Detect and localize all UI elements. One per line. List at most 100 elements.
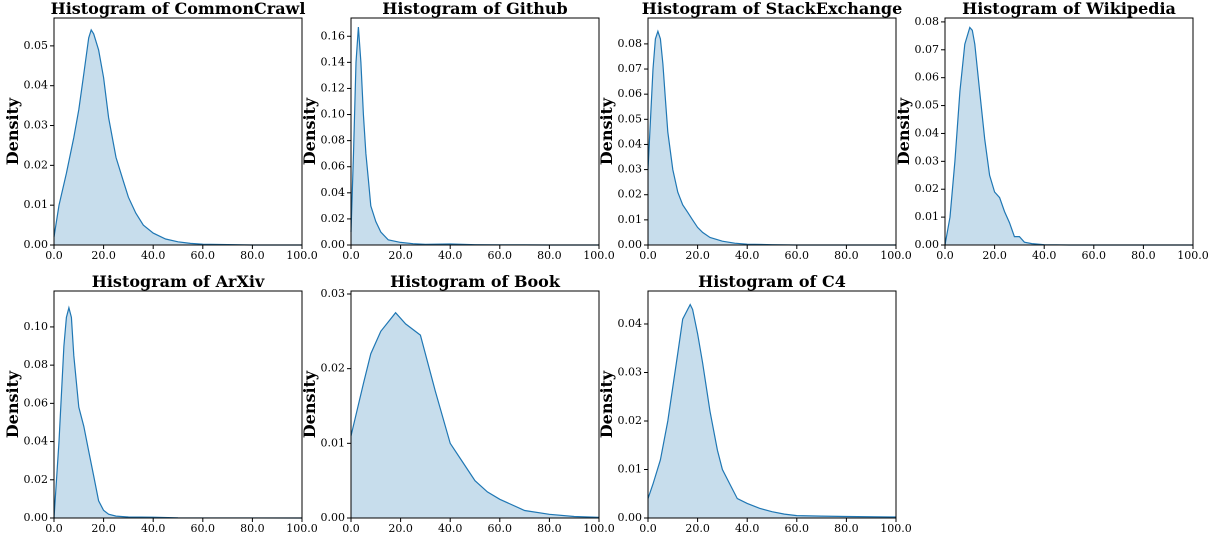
subplot: 0.0 20.0 40.0 60.0 80.0 100.0 0.00 0.01 0.02 0.03… [894,0,1209,262]
x-tick-label: 0.0 [342,249,360,262]
y-tick-label: 0.03 [915,154,940,167]
y-tick-label: 0.01 [321,436,346,449]
y-tick-label: 0.00 [321,238,346,251]
x-tick-label: 40.0 [141,522,166,535]
plot-frame [350,290,600,519]
plot-frame [647,290,897,519]
x-tick-label: 100.0 [880,249,912,262]
x-tick-label: 60.0 [488,522,513,535]
area-fill [351,312,599,518]
y-tick-label: 0.04 [24,435,49,448]
x-tick-label: 100.0 [286,522,318,535]
y-tick-label: 0.01 [618,462,643,475]
y-tick-label: 0.08 [321,134,346,147]
y-axis-label: Density [3,97,22,165]
y-tick-label: 0.04 [321,186,346,199]
y-tick-label: 0.01 [618,213,643,226]
y-axis-label: Density [300,370,319,438]
y-tick-label: 0.00 [24,238,49,251]
x-tick-label: 0.0 [45,249,63,262]
x-tick-label: 80.0 [537,249,562,262]
subplot: 0.0 20.0 40.0 60.0 80.0 100.0 0.00 0.01 0.02 0.03… [3,0,318,262]
plot-frame [53,290,303,519]
y-tick-label: 0.03 [321,287,346,300]
y-axis-label: Density [597,370,616,438]
density-line [350,311,600,518]
plot-frame [350,17,600,246]
y-tick-label: 0.03 [618,163,643,176]
x-tick-label: 0.0 [639,249,657,262]
chart-title: Histogram of StackExchange [642,0,903,18]
x-tick-label: 20.0 [685,249,710,262]
area-fill [945,27,1193,245]
x-tick-label: 0.0 [342,522,360,535]
y-tick-label: 0.16 [321,29,346,42]
y-tick-label: 0.04 [618,137,643,150]
y-axis-label: Density [300,97,319,165]
x-tick-label: 80.0 [1131,249,1156,262]
y-tick-label: 0.06 [618,87,643,100]
density-line [647,303,897,518]
density-line [53,28,302,246]
y-tick-label: 0.02 [321,212,346,225]
density-line [53,305,303,519]
y-tick-label: 0.01 [24,198,49,211]
x-tick-label: 20.0 [91,522,116,535]
x-tick-label: 40.0 [438,522,463,535]
x-tick-label: 100.0 [880,522,912,535]
y-tick-label: 0.06 [24,396,49,409]
subplot: 0.0 20.0 40.0 60.0 80.0 100.0 0.00 0.02 0.04 0.06… [300,0,615,262]
density-line [350,27,599,246]
x-tick-label: 20.0 [685,522,710,535]
y-tick-label: 0.02 [618,414,643,427]
y-tick-label: 0.14 [321,55,346,68]
y-tick-label: 0.08 [915,15,940,28]
chart-title: Histogram of C4 [698,272,846,291]
x-tick-label: 100.0 [583,249,615,262]
x-tick-label: 0.0 [639,522,657,535]
y-axis-label: Density [597,97,616,165]
y-tick-label: 0.03 [618,365,643,378]
chart-title: Histogram of Book [390,272,561,291]
x-tick-label: 0.0 [936,249,954,262]
y-tick-label: 0.10 [321,108,346,121]
chart-title: Histogram of CommonCrawl [51,0,306,18]
y-tick-label: 0.07 [915,43,940,56]
x-tick-label: 60.0 [191,249,216,262]
y-tick-label: 0.05 [24,39,49,52]
x-tick-label: 80.0 [240,249,265,262]
y-tick-label: 0.00 [24,511,49,524]
subplot: 0.0 20.0 40.0 60.0 80.0 100.0 0.00 0.02 0.04 0.06… [3,272,318,535]
y-tick-label: 0.04 [915,126,940,139]
x-tick-label: 60.0 [785,522,810,535]
y-tick-label: 0.06 [915,71,940,84]
x-tick-label: 80.0 [240,522,265,535]
y-tick-label: 0.08 [618,37,643,50]
x-tick-label: 100.0 [286,249,318,262]
x-tick-label: 20.0 [388,522,413,535]
x-tick-label: 60.0 [191,522,216,535]
plot-frame [944,17,1194,246]
y-axis-label: Density [3,370,22,438]
x-tick-label: 40.0 [1032,249,1057,262]
x-tick-label: 40.0 [735,522,760,535]
y-tick-label: 0.10 [24,320,49,333]
subplot: 0.0 20.0 40.0 60.0 80.0 100.0 0.00 0.01 0.02 0.03… [300,272,615,535]
y-tick-label: 0.00 [618,511,643,524]
chart-title: Histogram of Github [382,0,567,18]
area-fill [54,29,302,246]
x-tick-label: 100.0 [583,522,615,535]
x-tick-label: 20.0 [91,249,116,262]
y-tick-label: 0.05 [915,99,940,112]
x-tick-label: 80.0 [834,249,859,262]
density-line [647,29,896,246]
subplot: 0.0 20.0 40.0 60.0 80.0 100.0 0.00 0.01 0.02 0.03… [597,272,912,535]
y-tick-label: 0.00 [618,238,643,251]
y-tick-label: 0.08 [24,358,49,371]
x-tick-label: 100.0 [1177,249,1209,262]
y-tick-label: 0.12 [321,81,346,94]
y-tick-label: 0.03 [24,119,49,132]
x-tick-label: 60.0 [785,249,810,262]
y-tick-label: 0.02 [321,362,346,375]
x-tick-label: 60.0 [1082,249,1107,262]
